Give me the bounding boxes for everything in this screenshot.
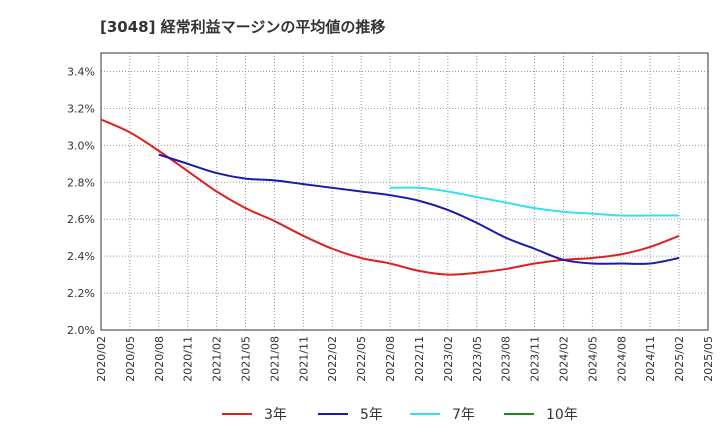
x-tick-label: 2020/08 [153,336,166,382]
x-tick-label: 2022/02 [326,336,339,382]
legend-label: 3年 [264,407,287,423]
plot-frame [100,52,709,331]
y-tick-label: 2.6% [67,213,95,226]
x-tick-label: 2022/05 [355,336,368,382]
x-tick-label: 2024/11 [644,336,657,382]
series-line-3年 [100,118,680,276]
y-tick-label: 3.4% [67,65,95,78]
y-tick-label: 2.0% [67,324,95,337]
x-tick-label: 2023/08 [500,336,513,382]
x-tick-label: 2020/02 [95,336,108,382]
x-tick-label: 2023/11 [529,336,542,382]
legend-label: 7年 [452,407,475,423]
y-tick-label: 3.2% [67,102,95,115]
x-tick-label: 2021/11 [297,336,310,382]
series-lines [100,118,680,276]
x-tick-label: 2025/05 [702,336,715,382]
series-line-7年 [390,186,680,217]
x-tick-label: 2022/11 [413,336,426,382]
legend-label: 5年 [360,407,383,423]
x-tick-label: 2021/02 [211,336,224,382]
plot-area [101,53,708,330]
x-tick-label: 2023/02 [442,336,455,382]
y-tick-label: 2.4% [67,250,95,263]
x-tick-label: 2024/05 [586,336,599,382]
x-tick-label: 2020/05 [124,336,137,382]
series-line-5年 [158,153,680,265]
x-tick-label: 2024/02 [557,336,570,382]
x-tick-label: 2022/08 [384,336,397,382]
legend-label: 10年 [546,407,578,423]
chart-title: [3048] 経常利益マージンの平均値の推移 [100,18,386,36]
x-tick-label: 2023/05 [471,336,484,382]
x-tick-label: 2021/08 [268,336,281,382]
x-tick-label: 2025/02 [673,336,686,382]
axes [100,52,709,331]
x-tick-label: 2021/05 [240,336,253,382]
y-tick-label: 2.2% [67,287,95,300]
x-tick-label: 2020/11 [182,336,195,382]
legend: 3年 5年 7年 10年 [222,407,578,423]
tick-labels: 2.0% 2.2% 2.4% 2.6% 2.8% 3.0% 3.2% 3.4% 2020/02 2… [67,65,715,381]
y-tick-label: 3.0% [67,139,95,152]
y-tick-label: 2.8% [67,176,95,189]
x-tick-label: 2024/08 [615,336,628,382]
